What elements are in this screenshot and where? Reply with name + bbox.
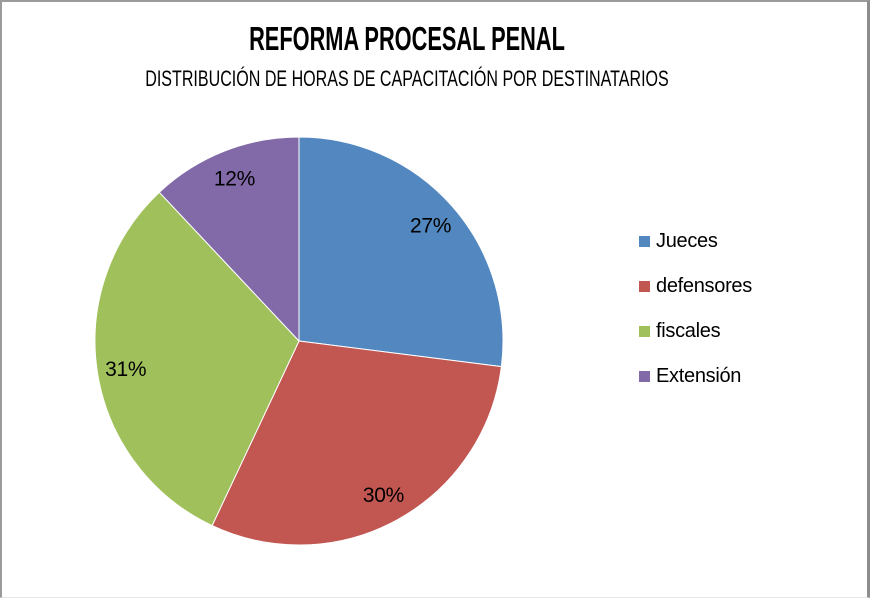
legend-item-extensión[interactable]: Extensión: [639, 365, 752, 387]
chart-title: REFORMA PROCESAL PENAL: [249, 20, 565, 57]
legend-label: Jueces: [656, 229, 718, 252]
pie-slice-jueces[interactable]: [298, 137, 503, 368]
pie-slice-label: 12%: [214, 167, 255, 190]
legend-marker-square-icon: [639, 370, 650, 382]
pie-slice-fiscales[interactable]: [95, 191, 300, 527]
pie-slice-label: 30%: [363, 484, 404, 507]
pie-slice-defensores[interactable]: [211, 340, 502, 545]
legend-marker-square-icon: [639, 280, 650, 292]
pie-slice-extensión[interactable]: [158, 137, 300, 343]
chart-legend: Jueces defensores fiscales Extensión: [639, 230, 752, 387]
legend-label: defensores: [656, 274, 752, 297]
legend-label: fiscales: [656, 319, 721, 342]
legend-marker-square-icon: [639, 325, 650, 337]
legend-item-jueces[interactable]: Jueces: [639, 230, 752, 252]
legend-marker-square-icon: [639, 235, 650, 247]
legend-item-fiscales[interactable]: fiscales: [639, 320, 752, 342]
legend-item-defensores[interactable]: defensores: [639, 275, 752, 297]
legend-label: Extensión: [656, 364, 742, 387]
pie-slice-label: 31%: [105, 358, 146, 381]
pie-chart[interactable]: 27% 30% 31% 12%: [95, 137, 503, 545]
chart-header: REFORMA PROCESAL PENAL DISTRIBUCIÓN DE H…: [2, 22, 812, 90]
chart-subtitle: DISTRIBUCIÓN DE HORAS DE CAPACITACIÓN PO…: [145, 66, 669, 91]
pie-slice-label: 27%: [410, 214, 451, 237]
